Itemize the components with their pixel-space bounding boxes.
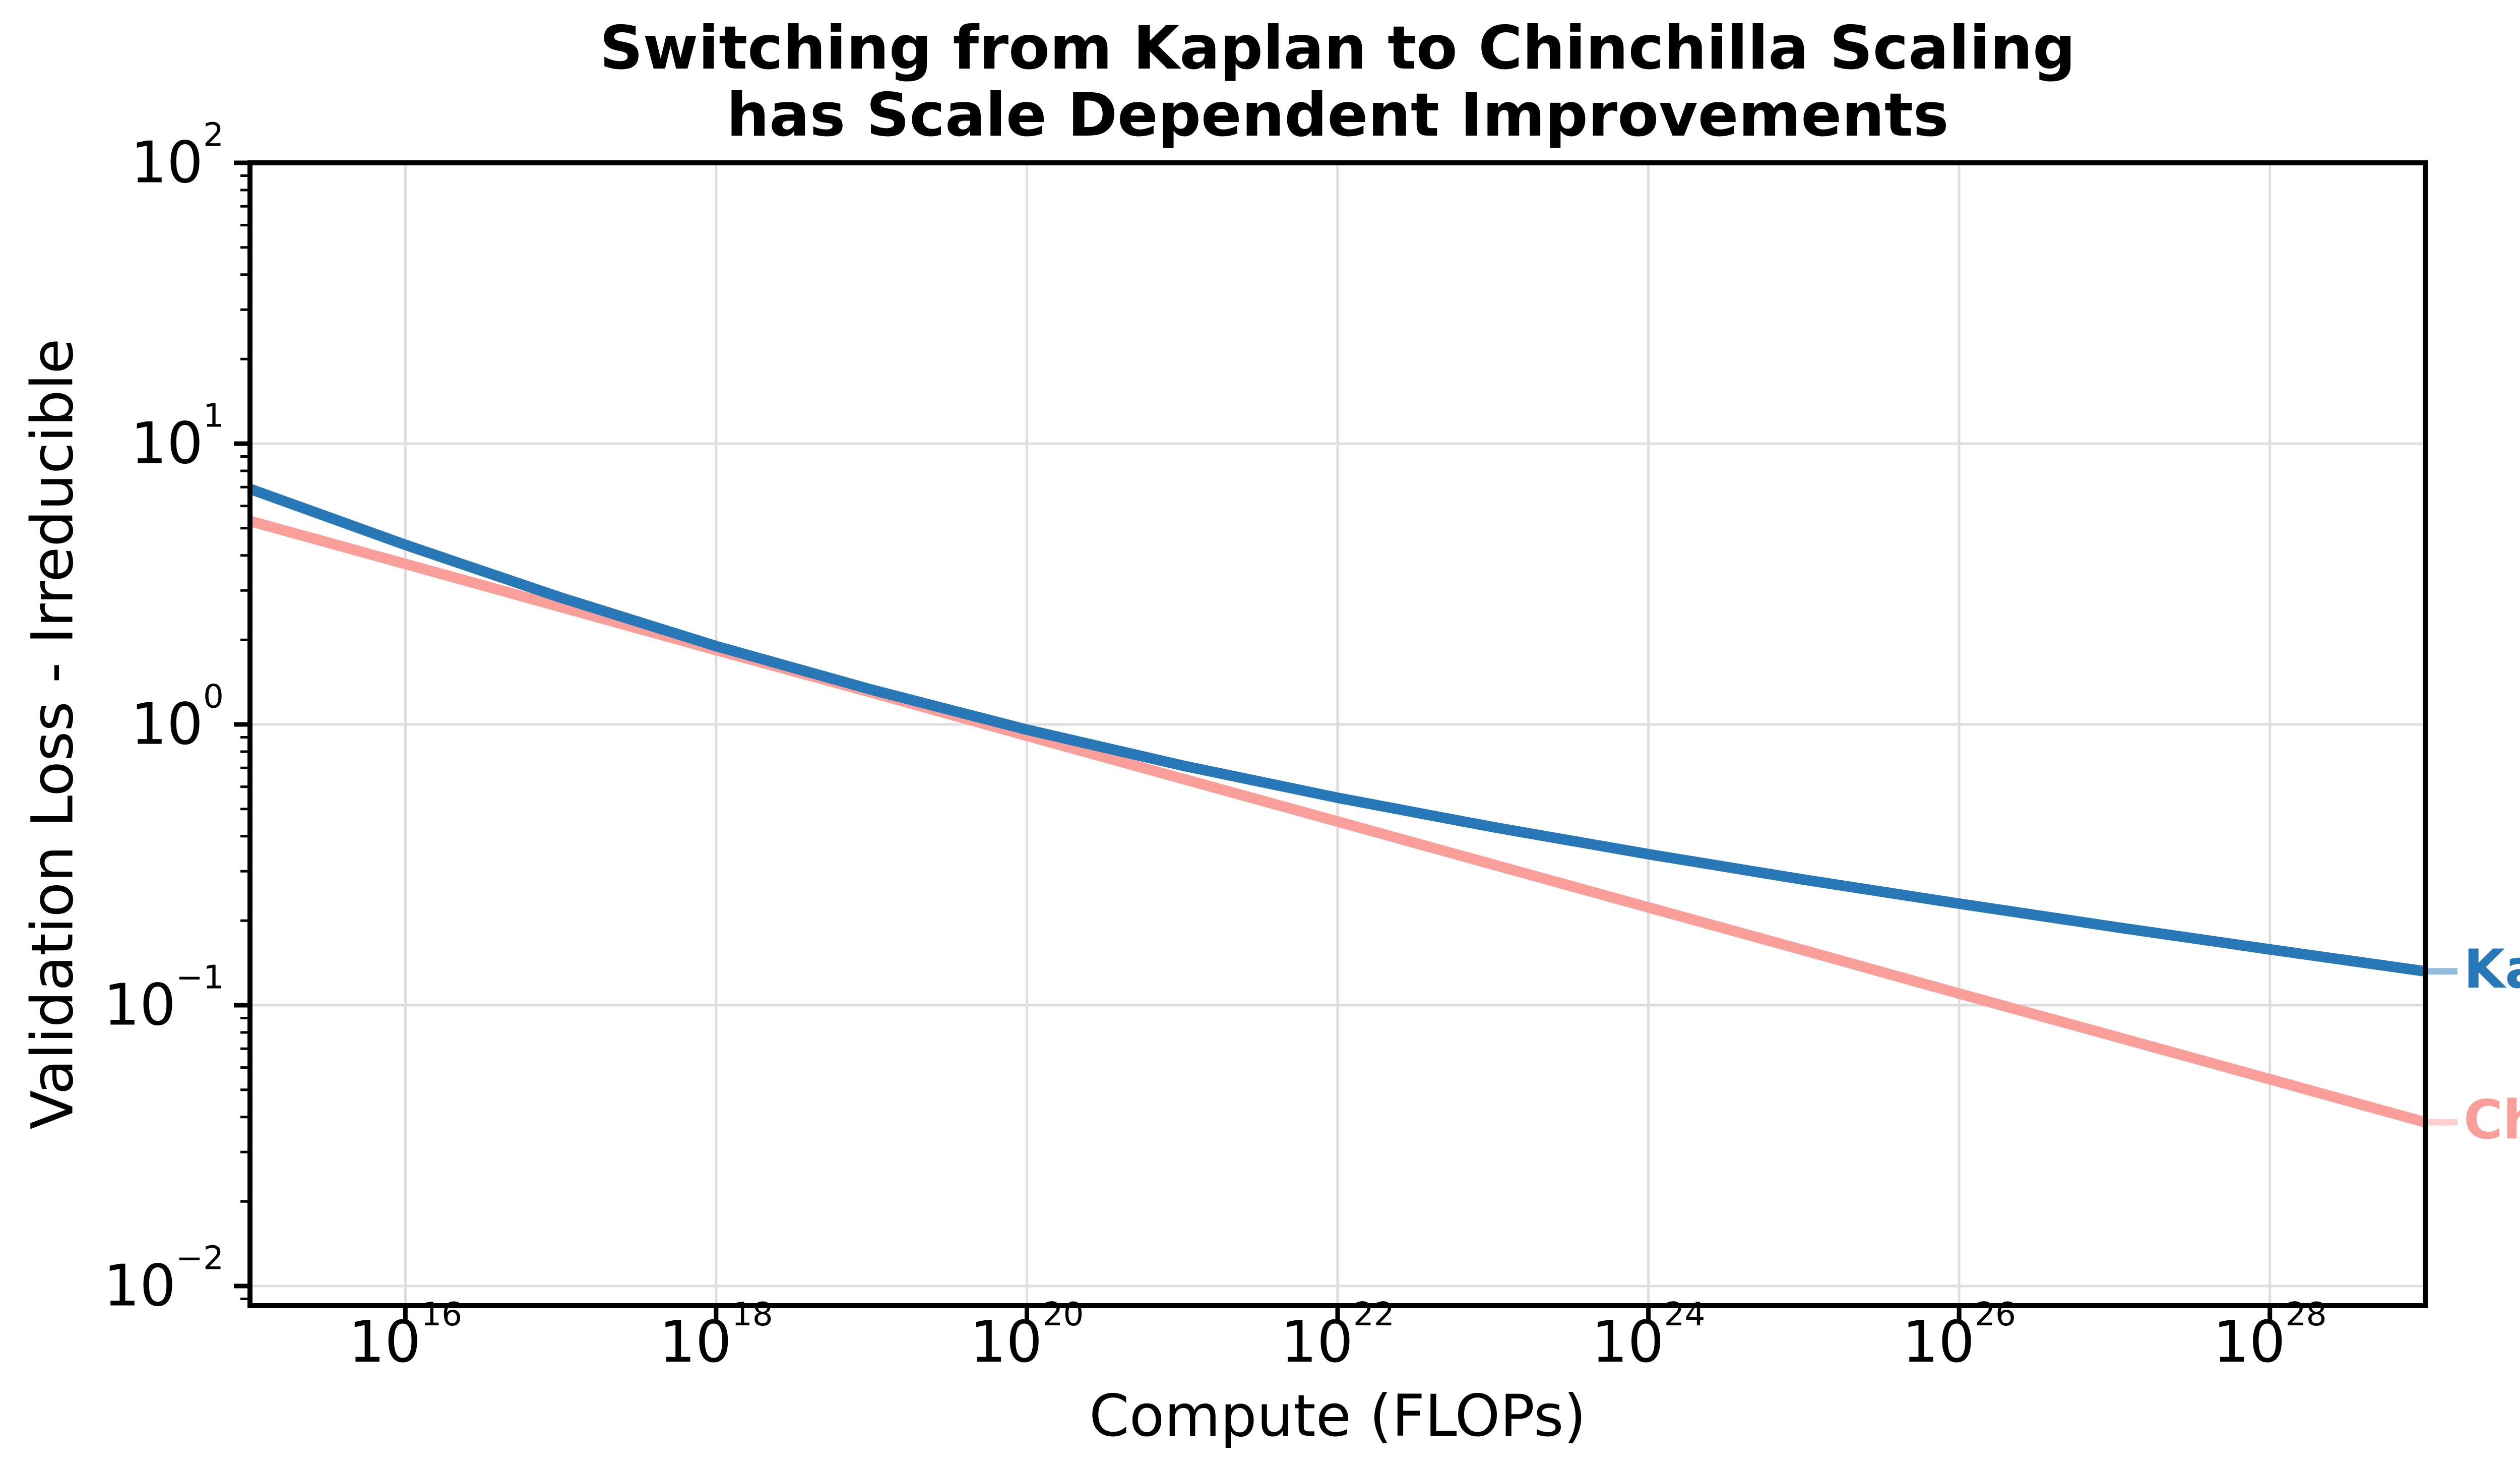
- x-tick-label: 1022: [1281, 1295, 1395, 1375]
- x-tick-label: 1016: [348, 1295, 463, 1375]
- kaplan-line: [248, 483, 2426, 977]
- y-tick-label: 10−2: [103, 1239, 224, 1319]
- chart-title: Switching from Kaplan to Chinchilla Scal…: [600, 15, 2075, 150]
- legend-label-chinchilla: Chinchilla Scaling: [2464, 1088, 2520, 1151]
- y-tick-label: 102: [131, 116, 224, 196]
- chinchilla-line: [248, 516, 2427, 1128]
- x-tick-label: 1020: [970, 1295, 1084, 1375]
- y-tick-label: 100: [131, 678, 224, 758]
- x-tick-label: 1018: [659, 1295, 773, 1375]
- x-tick-label: 1026: [1902, 1295, 2017, 1375]
- chart-title-line1: Switching from Kaplan to Chinchilla Scal…: [599, 14, 2076, 83]
- x-tick-label: 1028: [2213, 1295, 2327, 1375]
- x-axis-label: Compute (FLOPs): [1089, 1382, 1586, 1449]
- legend-label-kaplan: Kaplan Scaling: [2464, 938, 2520, 1000]
- chart-title-line2: has Scale Dependent Improvements: [726, 81, 1949, 151]
- x-tick-label: 1024: [1591, 1295, 1706, 1375]
- y-tick-label: 10−1: [103, 958, 224, 1038]
- y-axis-label: Validation Loss - Irreducible: [19, 338, 86, 1130]
- y-tick-label: 101: [131, 397, 224, 477]
